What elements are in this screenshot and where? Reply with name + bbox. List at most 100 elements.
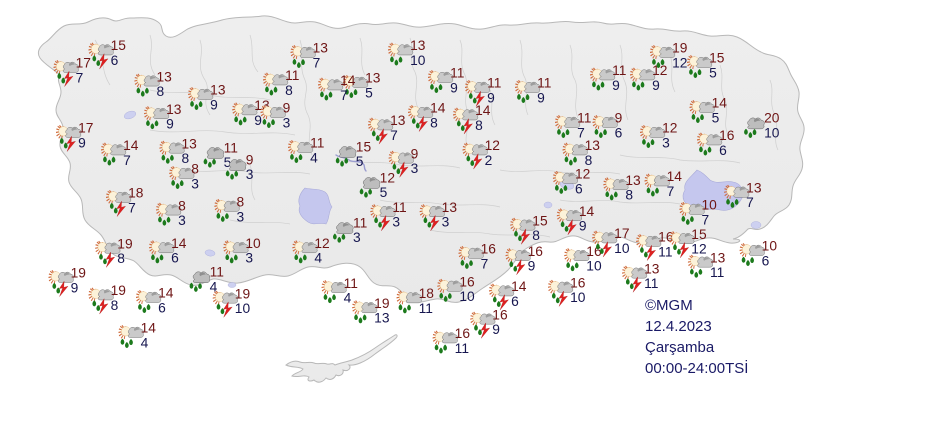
svg-text:7: 7	[340, 88, 348, 103]
svg-text:4: 4	[314, 251, 322, 266]
svg-text:9: 9	[528, 259, 536, 274]
svg-text:3: 3	[353, 230, 361, 245]
svg-text:9: 9	[254, 113, 262, 128]
svg-text:6: 6	[158, 300, 166, 315]
svg-text:4: 4	[141, 335, 149, 350]
svg-text:16: 16	[719, 128, 735, 143]
svg-text:10: 10	[235, 301, 251, 316]
svg-text:16: 16	[492, 307, 508, 322]
svg-text:13: 13	[365, 71, 381, 86]
svg-text:12: 12	[691, 242, 706, 257]
svg-text:12: 12	[314, 236, 329, 251]
svg-text:8: 8	[236, 195, 244, 210]
svg-text:7: 7	[481, 256, 489, 271]
svg-text:5: 5	[365, 85, 373, 100]
svg-text:16: 16	[658, 230, 674, 245]
svg-text:4: 4	[344, 291, 352, 306]
svg-text:8: 8	[285, 83, 293, 98]
svg-text:7: 7	[390, 128, 398, 143]
svg-text:14: 14	[141, 321, 157, 336]
svg-text:3: 3	[246, 167, 254, 182]
svg-text:7: 7	[313, 55, 321, 70]
svg-text:12: 12	[380, 170, 395, 185]
svg-text:8: 8	[532, 228, 540, 243]
svg-text:6: 6	[615, 125, 623, 140]
svg-text:14: 14	[171, 236, 187, 251]
svg-text:13: 13	[156, 69, 172, 84]
svg-text:9: 9	[537, 90, 545, 105]
svg-text:9: 9	[450, 80, 458, 95]
svg-text:11: 11	[310, 136, 324, 151]
svg-text:17: 17	[76, 56, 91, 71]
svg-text:3: 3	[283, 115, 291, 130]
svg-text:8: 8	[156, 84, 164, 99]
svg-text:3: 3	[442, 215, 450, 230]
svg-text:11: 11	[537, 76, 551, 91]
svg-text:6: 6	[111, 53, 119, 68]
svg-text:3: 3	[178, 213, 186, 228]
svg-text:19: 19	[117, 237, 133, 252]
svg-text:5: 5	[709, 65, 717, 80]
svg-text:9: 9	[579, 219, 587, 234]
svg-text:16: 16	[481, 242, 497, 257]
svg-text:3: 3	[191, 176, 199, 191]
svg-text:10: 10	[586, 259, 602, 274]
svg-text:15: 15	[356, 139, 372, 154]
svg-text:8: 8	[191, 162, 199, 177]
svg-text:8: 8	[111, 298, 119, 313]
svg-text:18: 18	[128, 186, 144, 201]
svg-text:11: 11	[487, 76, 501, 91]
svg-text:14: 14	[430, 101, 446, 116]
svg-text:3: 3	[392, 215, 400, 230]
svg-text:9: 9	[492, 322, 500, 337]
svg-text:11: 11	[344, 276, 358, 291]
svg-text:7: 7	[123, 153, 131, 168]
svg-text:10: 10	[614, 241, 630, 256]
svg-text:19: 19	[374, 296, 390, 311]
svg-text:16: 16	[459, 275, 475, 290]
svg-text:12: 12	[575, 167, 590, 182]
svg-text:17: 17	[78, 121, 93, 136]
svg-text:2: 2	[485, 153, 493, 168]
svg-text:8: 8	[430, 115, 438, 130]
svg-text:14: 14	[475, 103, 491, 118]
svg-text:13: 13	[374, 311, 390, 326]
svg-text:11: 11	[450, 66, 464, 81]
svg-text:7: 7	[667, 184, 675, 199]
svg-text:16: 16	[528, 244, 544, 259]
svg-text:14: 14	[158, 286, 174, 301]
svg-text:6: 6	[719, 143, 727, 158]
svg-text:15: 15	[532, 213, 548, 228]
svg-text:19: 19	[71, 266, 87, 281]
svg-text:10: 10	[245, 236, 261, 251]
svg-text:9: 9	[487, 90, 495, 105]
svg-text:14: 14	[712, 96, 728, 111]
svg-text:8: 8	[181, 151, 189, 166]
svg-text:13: 13	[313, 41, 329, 56]
svg-text:16: 16	[455, 326, 471, 341]
svg-text:9: 9	[210, 97, 218, 112]
svg-text:12: 12	[662, 121, 677, 136]
svg-text:19: 19	[235, 286, 251, 301]
svg-text:9: 9	[246, 152, 254, 167]
svg-text:15: 15	[691, 227, 707, 242]
svg-text:10: 10	[764, 125, 780, 140]
svg-text:7: 7	[76, 70, 84, 85]
svg-text:8: 8	[117, 251, 125, 266]
svg-text:11: 11	[392, 200, 406, 215]
svg-text:9: 9	[166, 117, 174, 132]
svg-text:3: 3	[662, 135, 670, 150]
svg-text:11: 11	[658, 244, 672, 259]
svg-text:6: 6	[762, 253, 770, 268]
svg-text:12: 12	[672, 55, 687, 70]
svg-text:6: 6	[511, 294, 519, 309]
svg-text:13: 13	[410, 38, 426, 53]
svg-text:17: 17	[614, 226, 629, 241]
svg-text:9: 9	[615, 111, 623, 126]
svg-text:3: 3	[411, 161, 419, 176]
svg-text:11: 11	[353, 215, 367, 230]
svg-text:12: 12	[485, 138, 500, 153]
svg-text:9: 9	[612, 78, 620, 93]
svg-text:18: 18	[419, 286, 435, 301]
svg-text:14: 14	[667, 169, 683, 184]
